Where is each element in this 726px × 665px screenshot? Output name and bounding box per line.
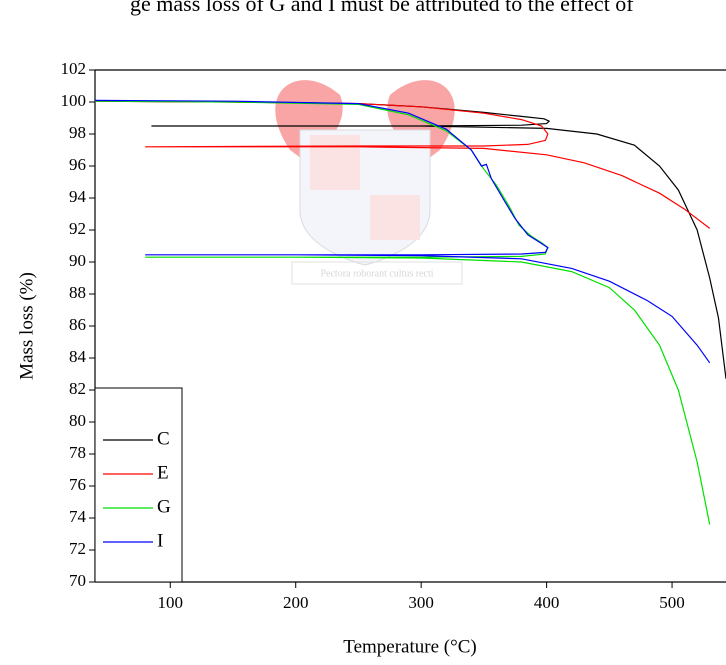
y-tick-label: 86	[69, 315, 86, 334]
legend-label: I	[157, 530, 163, 551]
y-tick-label: 84	[69, 347, 87, 366]
watermark-banner	[291, 261, 463, 285]
x-tick-label: 500	[659, 593, 685, 612]
y-tick-label: 76	[69, 475, 86, 494]
y-axis-label: Mass loss (%)	[16, 272, 37, 380]
x-tick-label: 300	[408, 593, 434, 612]
y-tick-label: 80	[69, 411, 86, 430]
y-tick-label: 92	[69, 219, 86, 238]
watermark-shape	[275, 80, 343, 165]
y-tick-label: 100	[61, 91, 87, 110]
x-tick-label: 400	[534, 593, 560, 612]
series-line	[94, 100, 711, 525]
watermark-shape	[370, 195, 420, 240]
y-tick-label: 90	[69, 251, 86, 270]
watermark-text: Pectora roborant cultus recti	[320, 268, 433, 279]
series-line	[94, 100, 726, 379]
legend-label: C	[157, 428, 170, 449]
y-tick-label: 96	[69, 155, 86, 174]
y-tick-label: 94	[69, 187, 87, 206]
y-tick-label: 98	[69, 123, 86, 142]
watermark-shield	[299, 129, 431, 266]
y-tick-label: 70	[69, 571, 86, 590]
legend-label: E	[157, 462, 169, 483]
x-tick-label: 200	[283, 593, 309, 612]
watermark-shape	[387, 80, 455, 165]
legend-box	[94, 387, 183, 583]
y-tick-label: 82	[69, 379, 86, 398]
y-tick-label: 72	[69, 539, 86, 558]
page-text: ge mass loss of G and I must be attribut…	[130, 0, 634, 16]
x-axis-label: Temperature (°C)	[343, 636, 476, 657]
y-tick-label: 78	[69, 443, 86, 462]
watermark-shape	[310, 135, 360, 190]
watermark: Pectora roborant cultus recti	[275, 80, 463, 285]
x-tick-label: 100	[158, 593, 184, 612]
y-tick-label: 74	[69, 507, 87, 526]
series-line	[94, 100, 711, 229]
series-line	[94, 99, 711, 364]
y-tick-label: 88	[69, 283, 86, 302]
legend-label: G	[157, 496, 171, 517]
y-tick-label: 102	[61, 59, 87, 78]
